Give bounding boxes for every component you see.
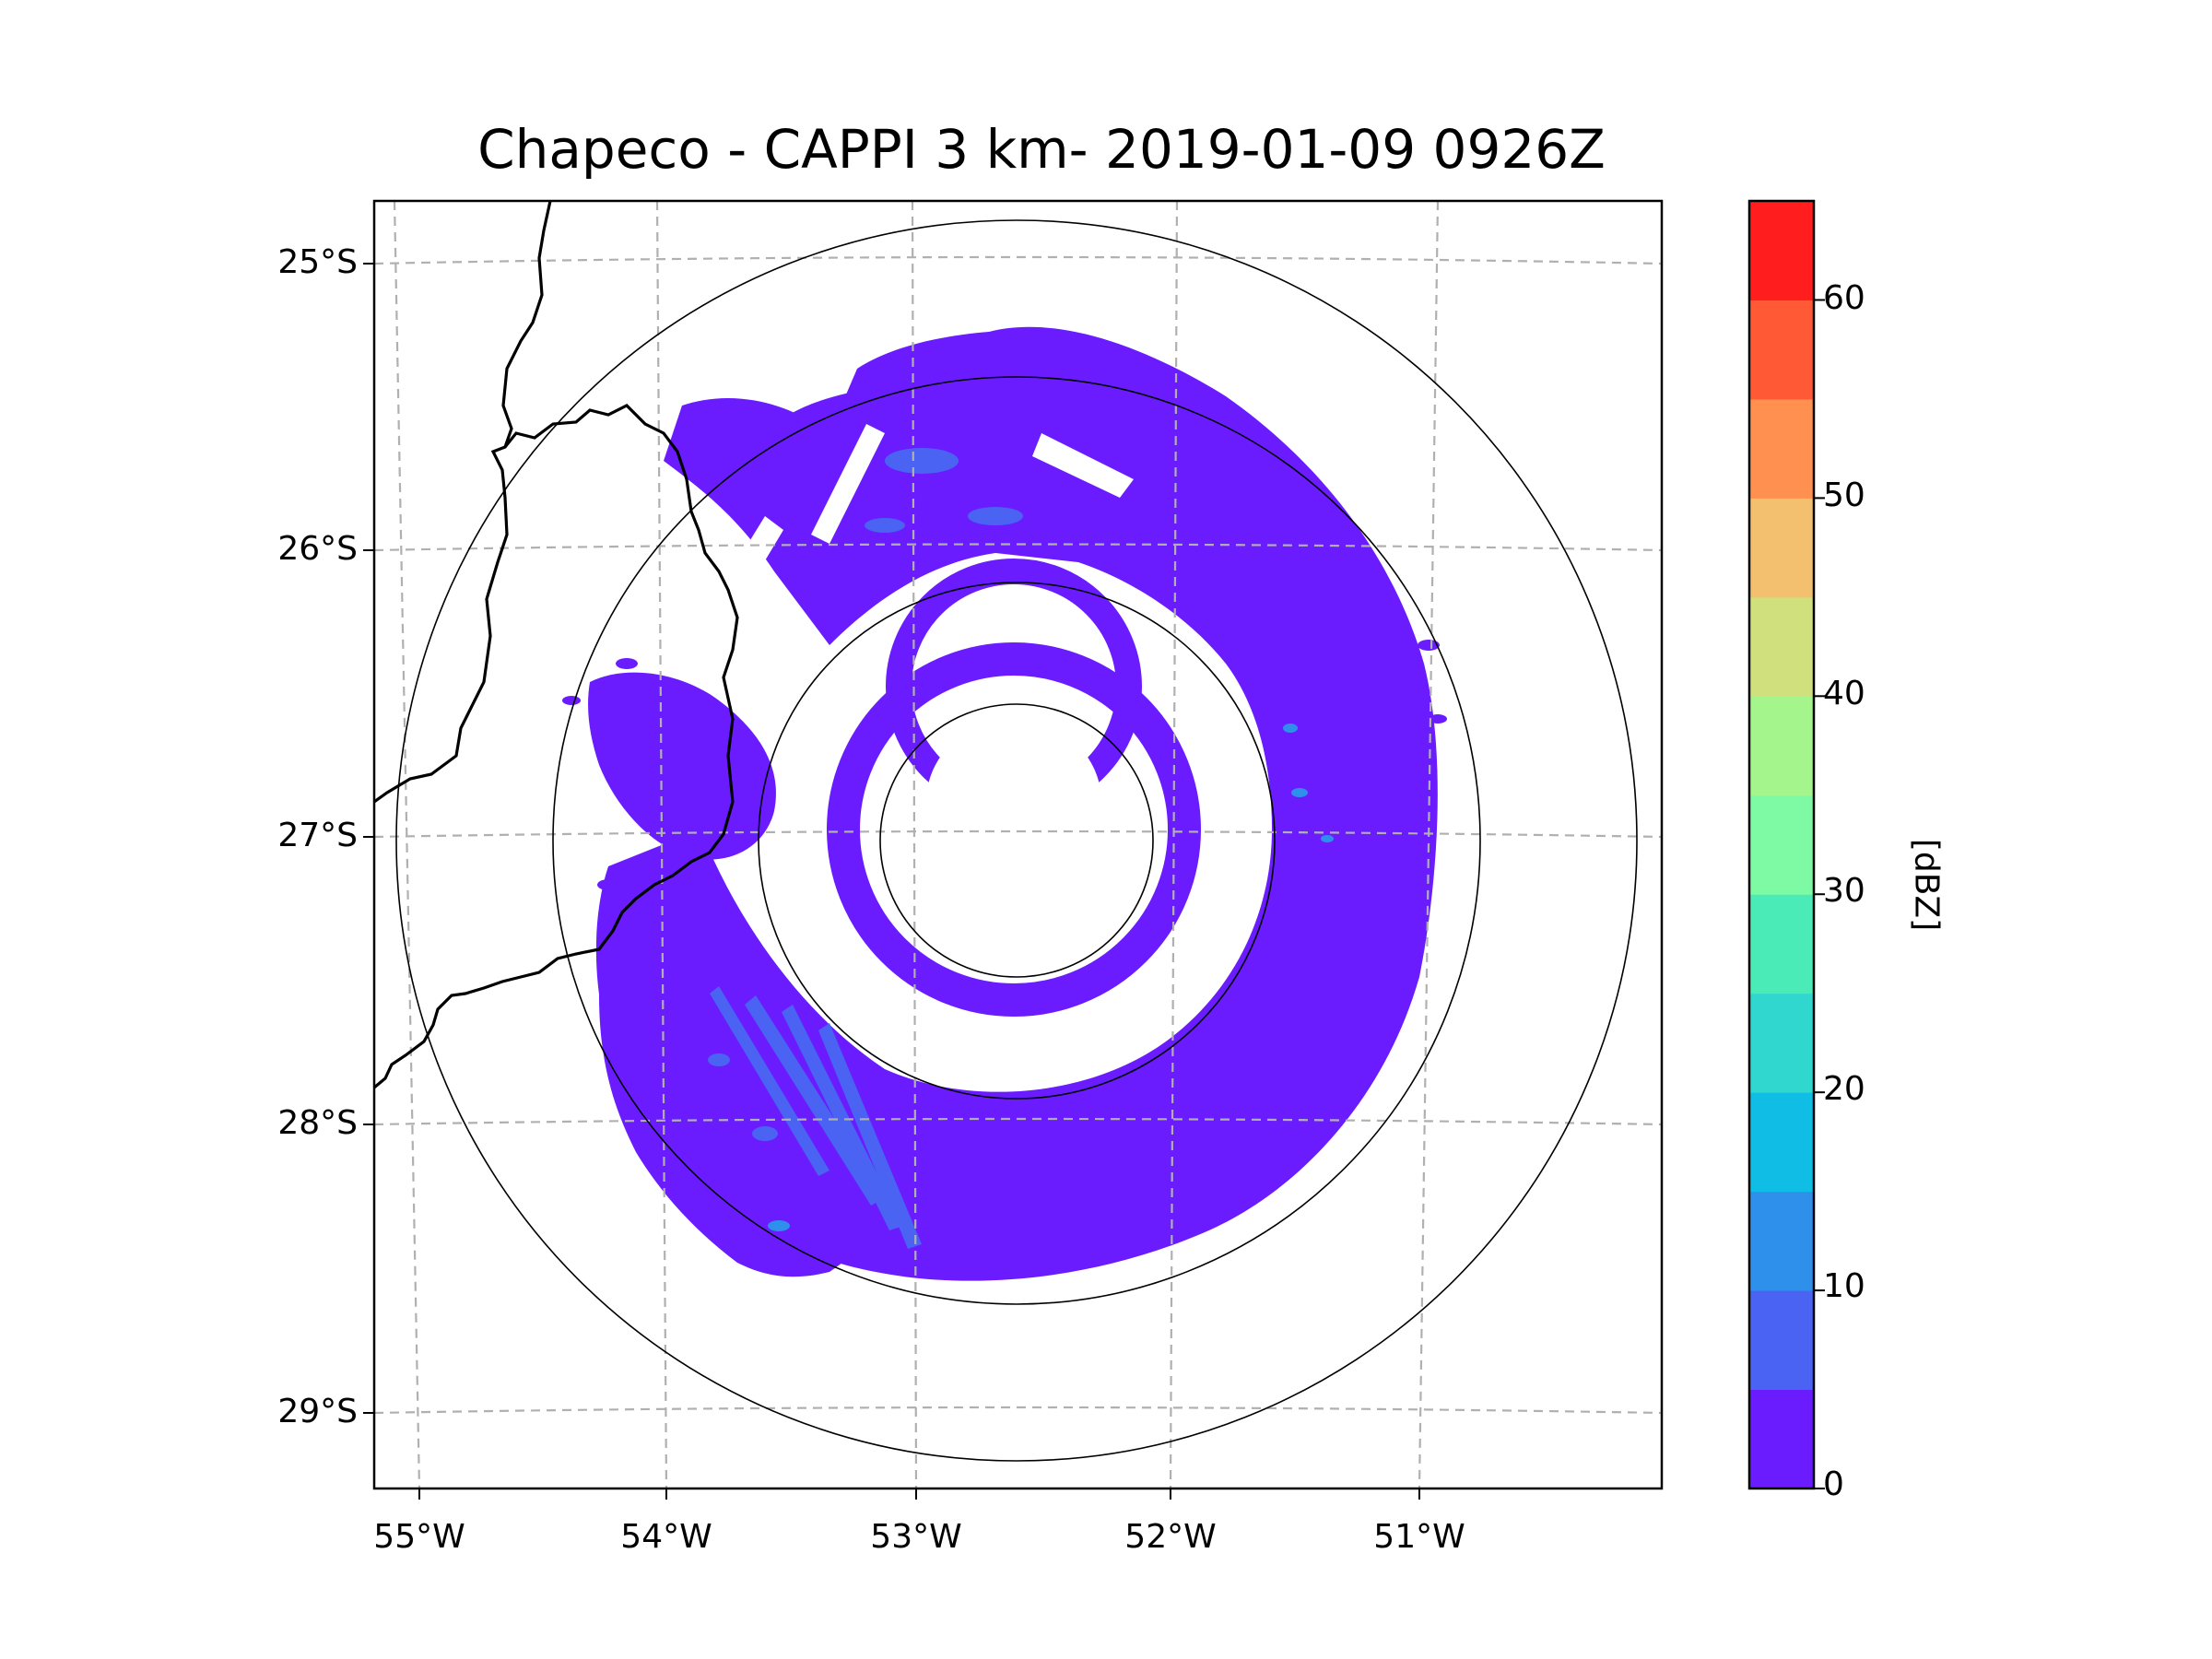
axes-frame: [372, 199, 1664, 1490]
range-ring-inner: [879, 703, 1154, 978]
radar-echoes: [562, 326, 1447, 1281]
echo-west-sector: [588, 672, 776, 860]
grid-lon-55: [393, 201, 421, 1488]
lat-label-25s: 25°S: [277, 243, 358, 281]
echo-sw-streaks: [708, 986, 922, 1249]
colorbar-label-20: 20: [1823, 1070, 1865, 1108]
colorbar-segment: [1749, 498, 1814, 598]
lat-label-27s: 27°S: [277, 817, 358, 854]
lat-label-28s: 28°S: [277, 1104, 358, 1142]
grid-lat-26: [374, 543, 1662, 552]
range-rings: [395, 219, 1638, 1462]
colorbar-segment: [1749, 1191, 1814, 1291]
colorbar-label-10: 10: [1823, 1267, 1865, 1305]
echo-south-west-sector: [599, 969, 937, 1277]
range-ring-middle: [758, 582, 1276, 1100]
lon-label-54w: 54°W: [620, 1518, 712, 1556]
colorbar-segment: [1749, 993, 1814, 1093]
colorbar-segment: [1749, 1389, 1814, 1489]
grid-lon-51: [1418, 201, 1440, 1488]
echo-clear-gaps: [691, 424, 1134, 885]
colorbar-segment: [1749, 696, 1814, 796]
grid-lat-28: [374, 1117, 1662, 1126]
border-argentina-paraguay: [374, 201, 552, 804]
colorbar-label-40: 40: [1823, 675, 1865, 712]
lon-label-51w: 51°W: [1373, 1518, 1465, 1556]
colorbar-segment: [1749, 794, 1814, 895]
colorbar: [1747, 199, 1816, 1490]
colorbar-ticks: [1814, 299, 1825, 1489]
colorbar-label-60: 60: [1823, 279, 1865, 317]
grid-lat-29: [374, 1406, 1662, 1415]
colorbar-unit: [dBZ]: [1907, 838, 1946, 932]
colorbar-segment: [1749, 398, 1814, 499]
colorbar-segment: [1749, 894, 1814, 994]
echo-north-streaks: [865, 448, 1023, 533]
lon-ticks: [418, 1488, 1420, 1500]
graticule: [374, 201, 1662, 1488]
lon-label-53w: 53°W: [870, 1518, 962, 1556]
plot-title: Chapeco - CAPPI 3 km- 2019-01-09 0926Z: [477, 118, 1606, 181]
colorbar-label-50: 50: [1823, 477, 1865, 514]
colorbar-segment: [1749, 596, 1814, 697]
grid-lon-54: [655, 201, 668, 1488]
colorbar-label-30: 30: [1823, 872, 1865, 910]
colorbar-segment: [1749, 1290, 1814, 1391]
colorbar-segment: [1749, 201, 1814, 300]
grid-lat-25: [374, 255, 1662, 265]
echo-north-sector: [765, 387, 1171, 516]
lat-label-29s: 29°S: [277, 1393, 358, 1430]
range-ring-outer: [552, 376, 1481, 1305]
grid-lat-27: [374, 830, 1662, 839]
echo-ring-middle: [827, 642, 1202, 1017]
lon-label-52w: 52°W: [1124, 1518, 1217, 1556]
colorbar-segment: [1749, 1092, 1814, 1193]
colorbar-segment: [1749, 300, 1814, 400]
colorbar-label-0: 0: [1823, 1465, 1844, 1503]
lat-label-26s: 26°S: [277, 530, 358, 568]
border-brazil-argentina: [374, 404, 739, 1089]
echo-east-speckles: [562, 455, 1447, 1151]
lat-ticks: [363, 263, 374, 1414]
colorbar-frame: [1747, 199, 1816, 1490]
grid-lon-52: [1169, 201, 1179, 1488]
echo-east-cells: [768, 724, 1334, 1231]
lon-label-55w: 55°W: [373, 1518, 465, 1556]
range-ring-max: [395, 219, 1638, 1462]
borders: [374, 201, 739, 1089]
grid-lon-53: [911, 201, 918, 1488]
